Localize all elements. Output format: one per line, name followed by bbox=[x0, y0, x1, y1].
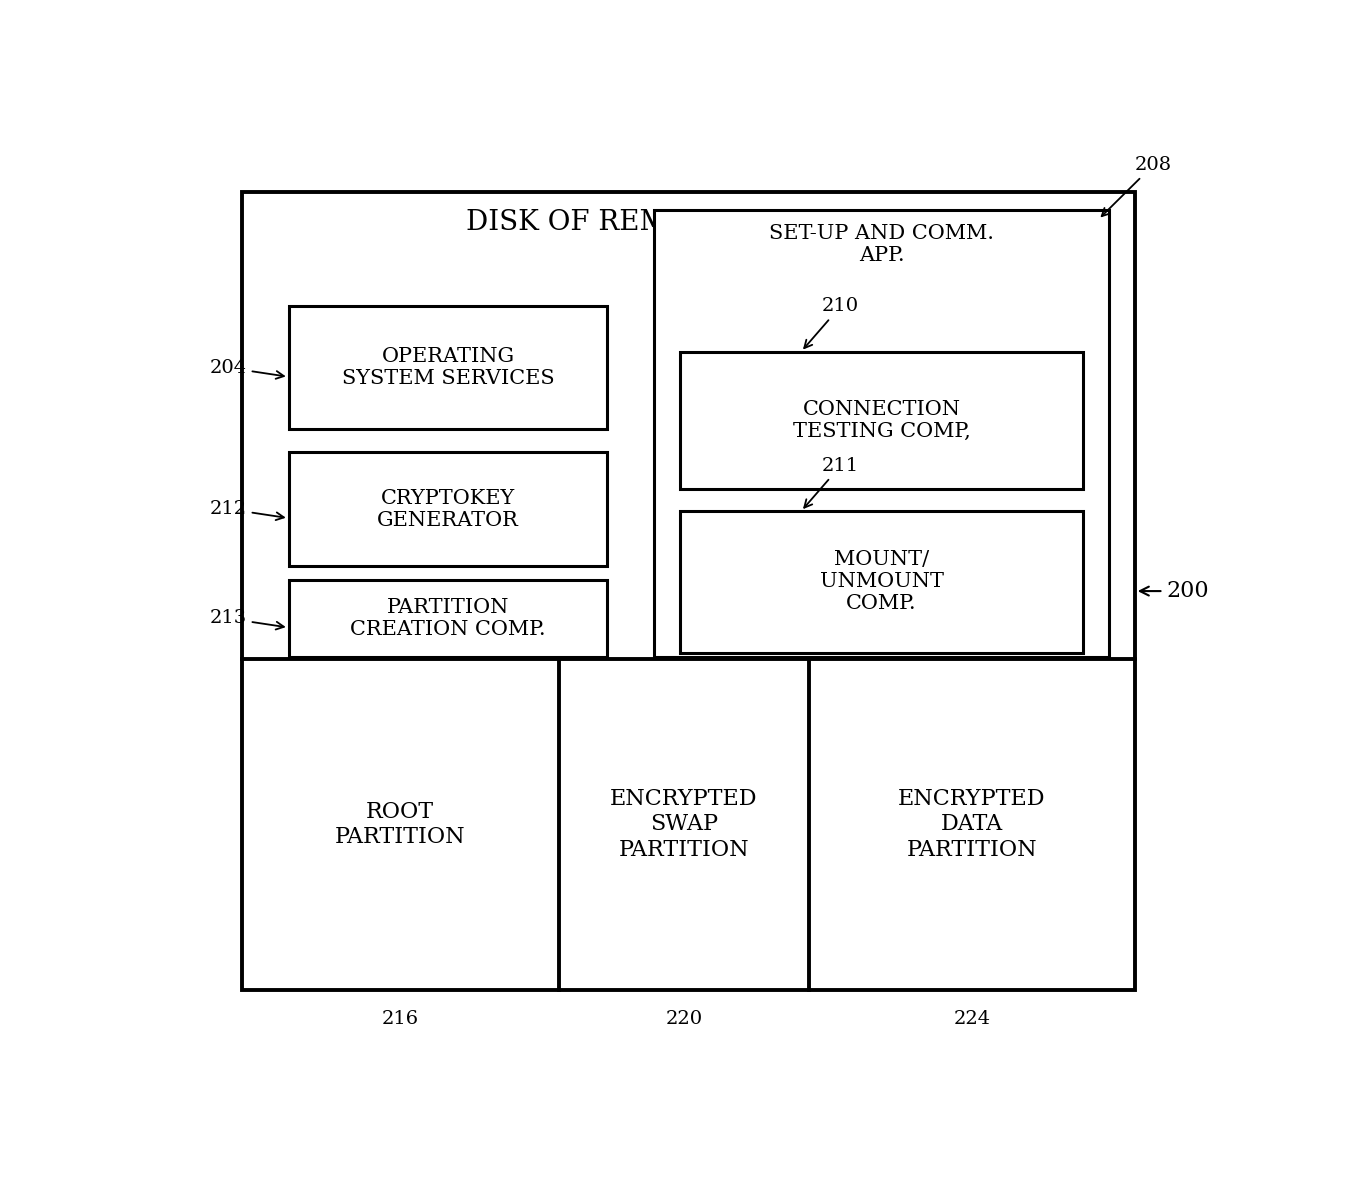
Text: MOUNT/
UNMOUNT
COMP.: MOUNT/ UNMOUNT COMP. bbox=[820, 551, 944, 613]
Bar bbox=[241, 192, 1135, 990]
Text: ROOT
PARTITION: ROOT PARTITION bbox=[334, 800, 465, 848]
Text: PARTITION
CREATION COMP.: PARTITION CREATION COMP. bbox=[350, 598, 546, 639]
Text: 208: 208 bbox=[1101, 156, 1171, 217]
Text: SET-UP AND COMM.
APP.: SET-UP AND COMM. APP. bbox=[768, 224, 993, 265]
Text: OPERATING
SYSTEM SERVICES: OPERATING SYSTEM SERVICES bbox=[341, 347, 554, 388]
Text: 200: 200 bbox=[1140, 580, 1209, 603]
Text: 210: 210 bbox=[805, 297, 859, 348]
Text: DISK OF REMOTE COMPUTER: DISK OF REMOTE COMPUTER bbox=[465, 208, 911, 236]
Text: 220: 220 bbox=[665, 1010, 702, 1028]
Text: 213: 213 bbox=[209, 610, 284, 630]
Text: 212: 212 bbox=[210, 500, 284, 520]
Bar bbox=[288, 307, 608, 430]
Text: CRYPTOKEY
GENERATOR: CRYPTOKEY GENERATOR bbox=[377, 489, 519, 529]
Bar bbox=[288, 580, 608, 657]
Bar bbox=[654, 211, 1108, 657]
Text: 211: 211 bbox=[805, 457, 859, 508]
Text: ENCRYPTED
SWAP
PARTITION: ENCRYPTED SWAP PARTITION bbox=[611, 789, 758, 861]
Text: CONNECTION
TESTING COMP,: CONNECTION TESTING COMP, bbox=[793, 400, 971, 440]
Text: 216: 216 bbox=[381, 1010, 419, 1028]
Text: ENCRYPTED
DATA
PARTITION: ENCRYPTED DATA PARTITION bbox=[898, 789, 1046, 861]
Bar bbox=[681, 352, 1082, 489]
Text: 204: 204 bbox=[210, 359, 284, 379]
Bar bbox=[681, 511, 1082, 652]
Bar bbox=[288, 452, 608, 566]
Text: 224: 224 bbox=[953, 1010, 991, 1028]
